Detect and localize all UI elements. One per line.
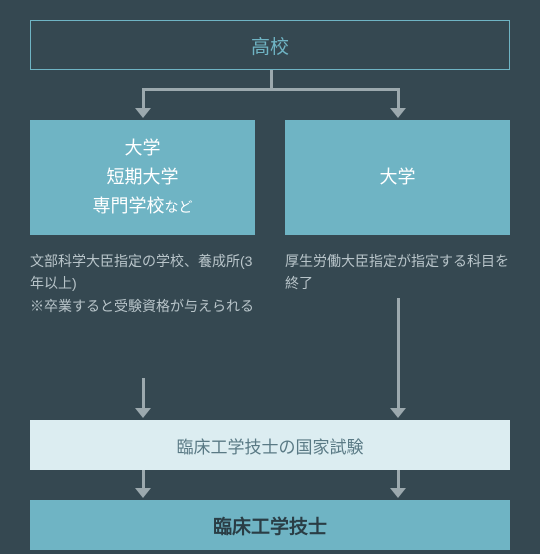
arrow-right-final xyxy=(397,470,400,488)
arrow-right-down xyxy=(397,88,400,108)
path-left-line2: 短期大学 xyxy=(107,163,179,192)
exam-label: 臨床工学技士の国家試験 xyxy=(177,433,364,458)
arrowhead-right-exam xyxy=(390,408,406,418)
arrow-left-final xyxy=(142,470,145,488)
path-left-desc: 文部科学大臣指定の学校、養成所(3年以上) ※卒業すると受験資格が与えられる xyxy=(30,250,255,317)
arrowhead-left xyxy=(135,108,151,118)
final-box: 臨床工学技士 xyxy=(30,500,510,550)
arrowhead-right-final xyxy=(390,488,406,498)
final-label: 臨床工学技士 xyxy=(213,512,327,539)
arrow-left-exam xyxy=(142,378,145,408)
arrowhead-left-final xyxy=(135,488,151,498)
path-right-line1: 大学 xyxy=(380,163,416,192)
path-left-line1: 大学 xyxy=(125,134,161,163)
paths-row: 大学 短期大学 専門学校など 大学 xyxy=(30,120,510,235)
exam-box: 臨床工学技士の国家試験 xyxy=(30,420,510,470)
path-right: 大学 xyxy=(285,120,510,235)
arrowhead-left-exam xyxy=(135,408,151,418)
path-right-box: 大学 xyxy=(285,120,510,235)
arrow-stem xyxy=(270,70,273,88)
path-left: 大学 短期大学 専門学校など xyxy=(30,120,255,235)
top-box: 高校 xyxy=(30,20,510,70)
path-left-box: 大学 短期大学 専門学校など xyxy=(30,120,255,235)
flowchart-container: 高校 大学 短期大学 専門学校など 大学 文部科学大臣指定の学校、養成所(3年以… xyxy=(0,0,540,554)
desc-row: 文部科学大臣指定の学校、養成所(3年以上) ※卒業すると受験資格が与えられる 厚… xyxy=(30,250,510,317)
path-left-line3: 専門学校など xyxy=(93,192,193,221)
arrowhead-right xyxy=(390,108,406,118)
arrow-horiz xyxy=(142,88,400,91)
top-label: 高校 xyxy=(251,32,289,59)
arrow-left-down xyxy=(142,88,145,108)
arrow-right-exam xyxy=(397,298,400,408)
